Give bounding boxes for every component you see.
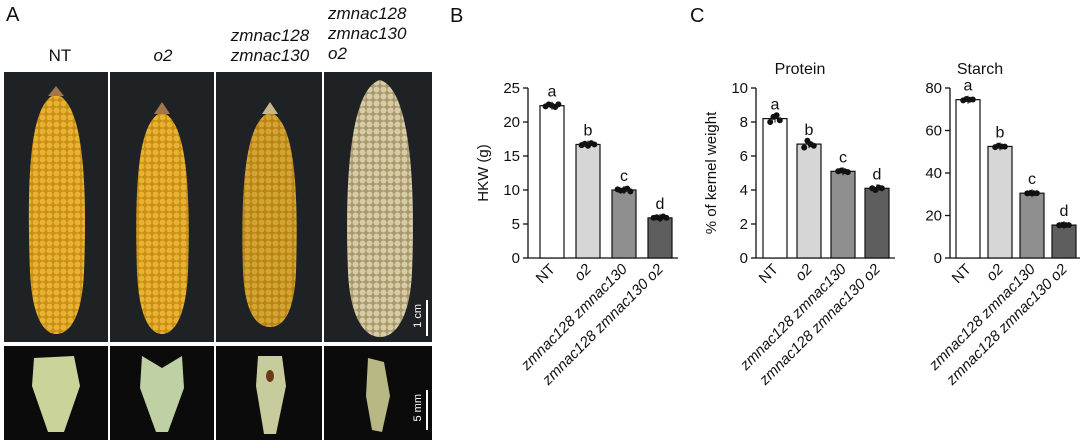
data-point (663, 214, 670, 221)
photo-label-zmnac: zmnac128 zmnac130 (218, 26, 322, 66)
panel-label-a: A (6, 4, 20, 26)
panel-label-c: C (690, 5, 704, 27)
bar-zmnac128-zmnac130 (830, 170, 856, 259)
y-tick-label: 6 (740, 148, 748, 165)
photo-label-zmnac-o2-line2: zmnac130 (328, 24, 407, 43)
y-tick-label: 60 (925, 123, 942, 140)
bar-o2 (575, 143, 601, 259)
ear-photo-zmnac (216, 72, 322, 342)
photo-label-nt-line1: NT (48, 46, 72, 65)
chart-title: Starch (957, 61, 1003, 78)
panel-a-photos: A NT o2 zmnac128 zmnac130 zmnac128 zmnac… (0, 0, 440, 444)
x-tick-label: NT (756, 261, 782, 287)
y-axis-label: % of kernel weight (703, 111, 720, 234)
y-tick-label: 0 (740, 250, 748, 267)
bar-zmnac128-zmnac130 (611, 189, 637, 259)
significance-label: a (964, 78, 973, 95)
significance-label: c (839, 149, 847, 166)
bar-zmnac128-zmnac130-o2 (1051, 224, 1077, 259)
bar-zmnac128-zmnac130-o2 (864, 187, 890, 259)
x-tick-label: NT (949, 261, 975, 287)
y-tick-label: 8 (740, 114, 748, 131)
data-point (1033, 190, 1040, 197)
ear-photo-zmnac-o2: 1 cm (324, 72, 432, 342)
bar-zmnac128-zmnac130 (1019, 192, 1045, 259)
y-tick-label: 25 (503, 80, 520, 97)
significance-label: d (656, 196, 665, 213)
kernel-photo-o2 (110, 346, 214, 440)
data-point (844, 169, 851, 176)
y-tick-label: 20 (925, 208, 942, 225)
y-tick-label: 80 (925, 80, 942, 97)
data-point (1065, 222, 1072, 229)
data-point (591, 141, 598, 148)
kernel-photo-zmnac (216, 346, 322, 440)
bar-o2 (987, 145, 1013, 259)
data-point (773, 112, 780, 119)
photo-label-o2: o2 (118, 46, 208, 66)
data-point (767, 119, 774, 125)
bar-zmnac128-zmnac130-o2 (647, 217, 673, 259)
data-point (776, 117, 783, 124)
y-tick-label: 2 (740, 216, 748, 233)
data-point (555, 101, 562, 108)
photo-label-o2-line1: o2 (153, 46, 173, 65)
photo-label-zmnac-o2-line3: o2 (328, 44, 347, 63)
photo-label-zmnac-line1: zmnac128 (230, 26, 310, 45)
x-tick-label: o2 (983, 260, 1007, 284)
y-tick-label: 40 (925, 165, 942, 182)
significance-label: c (620, 168, 628, 185)
scale-bar-kernel (426, 390, 428, 430)
kernel-photo-zmnac-o2: 5 mm (324, 346, 432, 440)
data-point (1001, 143, 1008, 150)
y-tick-label: 10 (503, 182, 520, 199)
data-point (801, 144, 808, 151)
y-tick-label: 20 (503, 114, 520, 131)
x-tick-label: NT (533, 261, 559, 287)
photo-label-zmnac-line2: zmnac130 (230, 46, 310, 65)
data-point (878, 185, 885, 192)
photo-label-zmnac-o2: zmnac128 zmnac130 o2 (328, 4, 432, 64)
x-tick-label: o2 (792, 260, 816, 284)
bar-NT (539, 105, 565, 259)
bar-NT (955, 99, 981, 259)
significance-label: c (1028, 171, 1036, 188)
significance-label: d (1060, 203, 1069, 220)
significance-label: d (873, 166, 882, 183)
x-tick-label: o2 (571, 260, 595, 284)
significance-label: b (805, 122, 814, 139)
panel-label-b: B (450, 5, 463, 27)
y-tick-label: 0 (934, 250, 942, 267)
data-point (969, 96, 976, 103)
ear-photo-nt (4, 72, 108, 342)
chart-title: Protein (775, 61, 826, 78)
significance-label: b (584, 122, 593, 139)
y-tick-label: 10 (731, 80, 748, 97)
y-tick-label: 0 (512, 250, 520, 267)
significance-label: a (548, 84, 557, 101)
ear-photo-o2 (110, 72, 214, 342)
scale-bar-ear (426, 300, 428, 336)
data-point (810, 142, 817, 149)
y-tick-label: 4 (740, 182, 748, 199)
bar-o2 (796, 143, 822, 259)
photo-label-zmnac-o2-line1: zmnac128 (328, 4, 407, 23)
y-tick-label: 5 (512, 216, 520, 233)
data-point (627, 188, 634, 195)
y-tick-label: 15 (503, 148, 520, 165)
significance-label: b (996, 124, 1005, 141)
bar-NT (762, 117, 788, 259)
significance-label: a (771, 97, 780, 114)
kernel-photo-nt (4, 346, 108, 440)
y-axis-label: HKW (g) (475, 144, 492, 202)
photo-label-nt: NT (20, 46, 100, 66)
